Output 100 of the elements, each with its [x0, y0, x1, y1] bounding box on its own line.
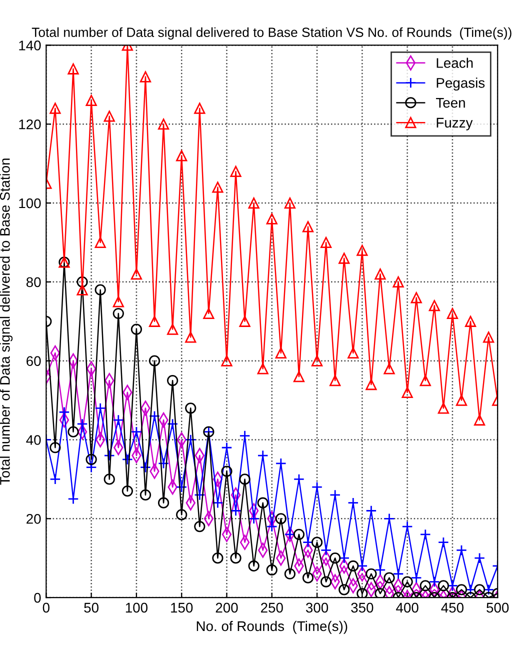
- point: [68, 63, 79, 74]
- point: [402, 520, 413, 532]
- point: [302, 221, 314, 232]
- point: [176, 482, 188, 493]
- x-tick-label: 0: [42, 602, 50, 613]
- point: [257, 497, 268, 508]
- y-tick-label: 100: [19, 198, 41, 208]
- point: [257, 363, 268, 374]
- point: [248, 560, 260, 572]
- point: [239, 474, 250, 485]
- point: [410, 572, 422, 584]
- point: [356, 588, 368, 598]
- point: [428, 300, 440, 312]
- point: [420, 375, 431, 386]
- point: [257, 450, 268, 462]
- point: [212, 182, 224, 193]
- point: [94, 236, 106, 248]
- point: [474, 552, 486, 564]
- point: [148, 410, 160, 422]
- point: [456, 584, 468, 596]
- point: [384, 513, 395, 524]
- point: [140, 462, 152, 473]
- x-axis-title: No. of Rounds (Time(s)): [196, 620, 348, 634]
- point: [338, 252, 350, 264]
- point: [402, 386, 413, 398]
- point: [420, 580, 431, 592]
- point: [302, 536, 314, 548]
- point: [248, 197, 260, 209]
- point: [483, 584, 494, 596]
- point: [284, 197, 296, 209]
- point: [483, 332, 494, 343]
- y-axis-title: Total number of Data signal delivered to Base Station: [0, 158, 13, 485]
- point: [275, 458, 286, 469]
- point: [158, 497, 170, 508]
- point: [86, 94, 97, 106]
- point: [311, 482, 323, 493]
- point: [230, 552, 242, 564]
- point: [76, 276, 88, 288]
- x-tick-label: 300: [306, 602, 328, 613]
- point: [130, 268, 142, 280]
- point: [266, 564, 278, 576]
- legend-label: Teen: [436, 98, 465, 108]
- point: [330, 375, 341, 386]
- point: [384, 572, 395, 584]
- point: [374, 564, 386, 576]
- point: [356, 244, 368, 256]
- point: [239, 316, 250, 327]
- point: [140, 489, 152, 501]
- point: [212, 552, 224, 564]
- point: [366, 378, 377, 390]
- point: [176, 150, 188, 162]
- point: [158, 458, 170, 469]
- point: [275, 513, 286, 524]
- y-tick-label: 60: [26, 356, 41, 366]
- point: [338, 584, 350, 596]
- point: [275, 347, 286, 359]
- y-tick-label: 80: [26, 277, 41, 288]
- point: [464, 316, 476, 327]
- point: [158, 118, 170, 130]
- point: [130, 426, 142, 438]
- point: [428, 576, 440, 588]
- point: [348, 347, 359, 359]
- chart-title: Total number of Data signal delivered to Base Station VS No. of Rounds (Time(s)): [32, 27, 512, 40]
- point: [122, 485, 133, 497]
- point: [185, 332, 196, 343]
- x-tick-label: 450: [441, 602, 464, 613]
- point: [130, 324, 142, 335]
- point: [104, 450, 115, 462]
- point: [194, 102, 206, 114]
- point: [474, 414, 486, 426]
- point: [456, 394, 468, 406]
- point: [302, 572, 314, 584]
- point: [212, 497, 224, 508]
- point: [266, 213, 278, 224]
- point: [230, 505, 242, 516]
- legend-label: Leach: [436, 58, 473, 68]
- point: [76, 418, 88, 430]
- legend-label: Pegasis: [436, 78, 485, 91]
- point: [122, 454, 133, 466]
- point: [50, 102, 61, 114]
- point: [338, 552, 350, 564]
- point: [86, 462, 97, 473]
- point: [456, 544, 468, 556]
- x-tick-label: 50: [84, 602, 98, 613]
- x-tick-label: 400: [396, 602, 418, 613]
- y-tick-label: 120: [19, 119, 41, 130]
- point: [221, 466, 232, 477]
- y-tick-label: 40: [26, 435, 41, 445]
- point: [112, 414, 124, 426]
- point: [320, 544, 332, 556]
- point: [194, 520, 206, 532]
- point: [203, 308, 214, 320]
- point: [284, 568, 296, 580]
- point: [94, 284, 106, 296]
- point: [374, 588, 386, 598]
- point: [446, 580, 458, 592]
- point: [167, 418, 178, 430]
- point: [194, 489, 206, 501]
- point: [94, 402, 106, 414]
- point: [167, 324, 178, 335]
